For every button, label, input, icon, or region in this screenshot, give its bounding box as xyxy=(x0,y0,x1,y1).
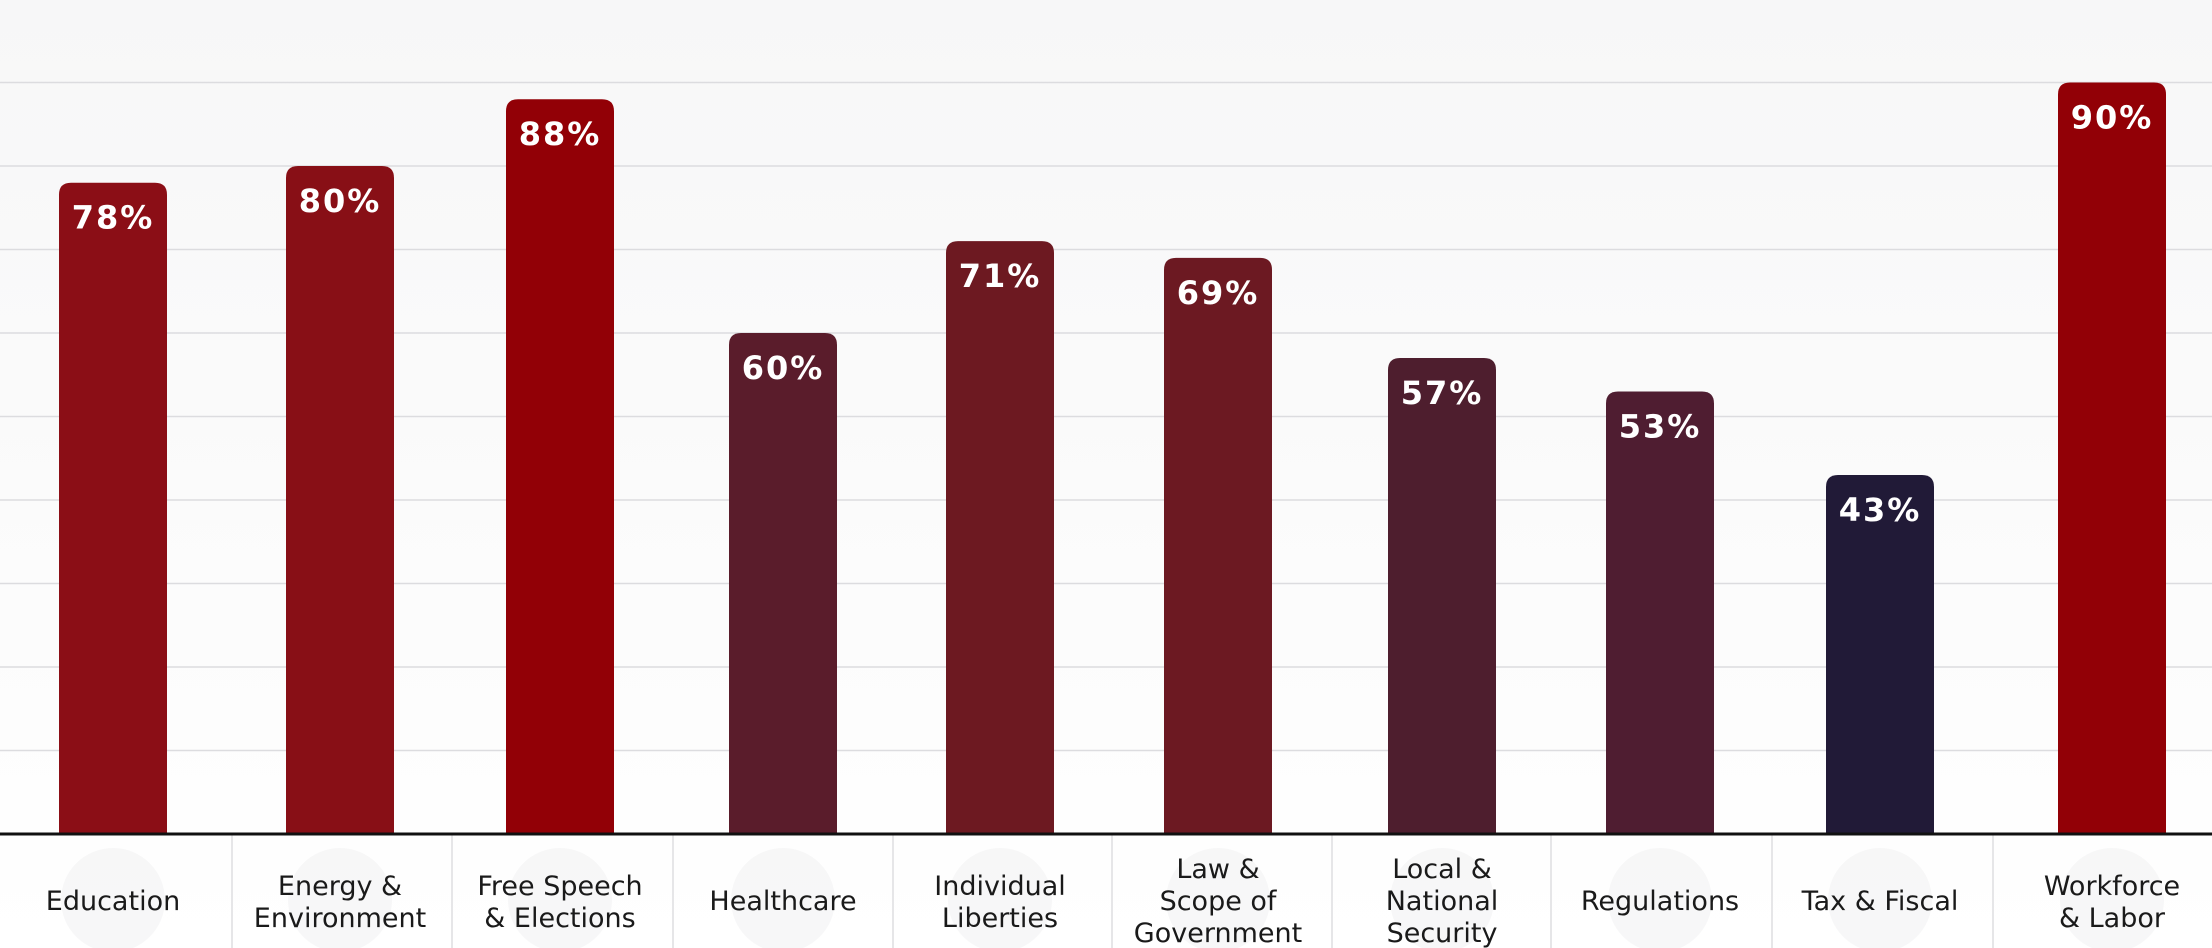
magnifier-icon xyxy=(508,848,612,948)
torch-icon xyxy=(948,848,1052,948)
category-labels: Education Energy & Environment Free Speech &… xyxy=(46,854,2180,948)
bar xyxy=(1164,257,1272,835)
bar-value-label: 71% xyxy=(959,257,1042,295)
category-dividers xyxy=(231,834,1994,948)
category-label: Workforce & Labor xyxy=(2044,871,2180,934)
category-label: Individual Liberties xyxy=(934,871,1066,934)
bars: 78% 80% 88% 60% 71% 69% 57% 53% 43% 90% xyxy=(59,82,2166,835)
bar-value-label: 53% xyxy=(1619,407,1702,445)
bar-value-label: 78% xyxy=(72,199,155,237)
dollar-icon xyxy=(1828,848,1932,948)
category-label: Healthcare xyxy=(709,886,856,917)
shield-icon xyxy=(1390,848,1494,948)
bar xyxy=(1388,358,1496,834)
bar xyxy=(1826,474,1934,834)
bar xyxy=(1606,391,1714,834)
category-label: Law & Scope of Government xyxy=(1134,854,1302,948)
category-label: Energy & Environment xyxy=(254,871,426,934)
category-label: Education xyxy=(46,886,180,917)
graduation-cap-icon xyxy=(61,848,165,948)
bar-value-label: 57% xyxy=(1401,374,1484,412)
scales-icon xyxy=(1166,848,1270,948)
bar xyxy=(729,333,837,834)
documents-icon xyxy=(1608,848,1712,948)
factory-icon xyxy=(288,848,392,948)
bar-value-label: 88% xyxy=(519,115,602,153)
category-label: Tax & Fiscal xyxy=(1801,886,1959,917)
bar xyxy=(286,166,394,834)
bar-value-label: 80% xyxy=(299,182,382,220)
bar-value-label: 90% xyxy=(2071,99,2154,137)
bar-value-label: 60% xyxy=(742,349,825,387)
bar xyxy=(2058,82,2166,834)
category-label: Regulations xyxy=(1581,886,1739,917)
category-icons xyxy=(61,848,2164,948)
bar xyxy=(59,182,167,834)
bar-value-label: 43% xyxy=(1839,491,1922,529)
bar xyxy=(946,241,1054,834)
category-label: Free Speech & Elections xyxy=(477,871,642,934)
category-label: Local & National Security xyxy=(1386,854,1499,948)
bar-value-label: 69% xyxy=(1177,274,1260,312)
bar xyxy=(506,99,614,834)
caduceus-icon xyxy=(731,848,835,948)
wrench-icon xyxy=(2060,848,2164,948)
